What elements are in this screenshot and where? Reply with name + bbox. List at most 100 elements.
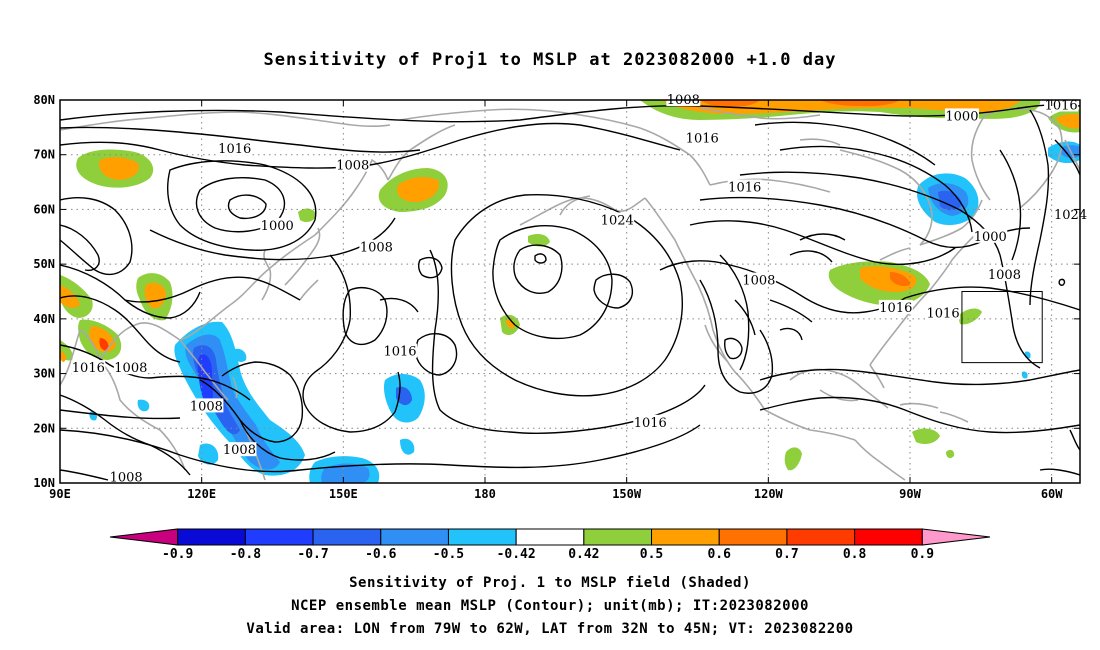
isobar <box>699 196 986 249</box>
lat-tick-label: 70N <box>33 148 55 162</box>
isobar <box>60 126 421 153</box>
coastline-segment <box>919 199 983 246</box>
isobar <box>227 194 267 220</box>
sensitivity-region <box>912 428 940 444</box>
caption-line-3: Valid area: LON from 79W to 62W, LAT fro… <box>246 621 854 637</box>
contour-label-bg <box>1044 97 1079 112</box>
coastline-segment <box>984 108 1063 209</box>
isobar <box>724 337 743 360</box>
contour-label-bg <box>600 212 635 227</box>
lon-tick-label: 90W <box>899 487 921 501</box>
contour-label: 1016 <box>72 361 105 376</box>
contour-label-bg <box>217 141 252 156</box>
isobar <box>149 375 251 401</box>
sensitivity-region <box>820 100 900 107</box>
lon-tick-label: 60W <box>1041 487 1063 501</box>
colorbar-swatch <box>583 528 653 546</box>
contour-label: 1008 <box>988 268 1021 283</box>
coastline-segment <box>60 328 186 471</box>
chart-title: Sensitivity of Proj1 to MSLP at 20230820… <box>263 50 837 70</box>
coastline-segment <box>639 127 711 186</box>
contour-label: 1024 <box>601 213 634 228</box>
colorbar-label: 0.7 <box>775 547 798 562</box>
isobar <box>1039 468 1080 476</box>
coastline-segment <box>704 324 729 363</box>
colorbar-label: 0.42 <box>568 547 599 562</box>
isobar <box>779 145 973 233</box>
coastline-segment <box>799 138 841 146</box>
sensitivity-region <box>198 443 219 465</box>
contour-label-bg <box>727 179 762 194</box>
isobar <box>379 297 419 313</box>
lon-tick-label: 90E <box>49 487 71 501</box>
isobar <box>593 273 634 309</box>
contour-label: 1008 <box>223 443 256 458</box>
contour-label: 1000 <box>974 230 1007 245</box>
coastline-segment <box>939 411 969 423</box>
coastline-segment <box>869 364 885 389</box>
lat-tick-label: 10N <box>33 476 55 490</box>
isobar <box>167 160 317 251</box>
coastline-segment <box>869 259 953 366</box>
colorbar-label: -0.6 <box>365 547 396 562</box>
lon-tick-label: 120W <box>754 487 784 501</box>
colorbar-swatch <box>380 528 449 546</box>
lat-tick-label: 60N <box>33 202 55 216</box>
contour-label: 1024 <box>1054 208 1087 223</box>
coastline-segment <box>314 158 389 236</box>
isobar <box>719 254 750 371</box>
contour-label-bg <box>926 305 961 320</box>
isobar <box>734 299 756 336</box>
colorbar-swatch <box>921 528 991 546</box>
sensitivity-region <box>232 348 247 362</box>
contour-label-bg <box>741 272 776 287</box>
colorbar-swatch <box>651 528 720 546</box>
lon-tick-label: 150W <box>612 487 642 501</box>
coastline-segment <box>284 227 321 286</box>
isobar <box>689 220 956 265</box>
colorbar-swatch <box>854 528 923 546</box>
contour-label-bg <box>973 228 1008 243</box>
isobar <box>1069 429 1080 451</box>
isobar <box>999 149 1022 261</box>
valid-area-box <box>961 291 1043 364</box>
contour-label: 1008 <box>190 399 223 414</box>
lon-tick-label: 120E <box>187 487 216 501</box>
isobar <box>789 250 833 263</box>
sensitivity-region <box>137 399 150 412</box>
isobar <box>754 121 936 166</box>
isobar <box>1058 278 1066 286</box>
coastline-segment <box>60 111 391 131</box>
coastline-segment <box>819 389 859 402</box>
contour-label: 1008 <box>110 471 143 486</box>
lat-tick-label: 50N <box>33 257 55 271</box>
map-frame <box>59 99 1081 484</box>
coastline-segment <box>179 339 229 401</box>
isobar <box>659 260 906 314</box>
colorbar-label: -0.42 <box>497 547 536 562</box>
contour-label-bg <box>113 360 148 375</box>
coastline-segment <box>789 368 889 409</box>
isobar <box>302 254 396 433</box>
colorbar-label: -0.8 <box>230 547 261 562</box>
sensitivity-region <box>60 350 66 362</box>
contour-label: 1008 <box>336 159 369 174</box>
contour-label: 1016 <box>218 142 251 157</box>
sensitivity-region <box>99 338 109 351</box>
coastline-segment <box>399 108 641 129</box>
sensitivity-region <box>397 177 439 203</box>
isobar <box>60 197 133 276</box>
contour-label-bg <box>189 398 224 413</box>
lat-tick-label: 20N <box>33 421 55 435</box>
coastline-segment <box>970 114 991 201</box>
sensitivity-region <box>400 438 415 455</box>
coastline-segment <box>299 279 319 301</box>
lon-tick-label: 150E <box>329 487 358 501</box>
coastline-segment <box>709 178 831 193</box>
coastline-segment <box>232 376 238 399</box>
contour-label-bg <box>1053 206 1088 221</box>
grid-lines <box>60 100 1080 483</box>
colorbar-swatch <box>312 528 382 546</box>
contour-label-bg <box>633 414 668 429</box>
